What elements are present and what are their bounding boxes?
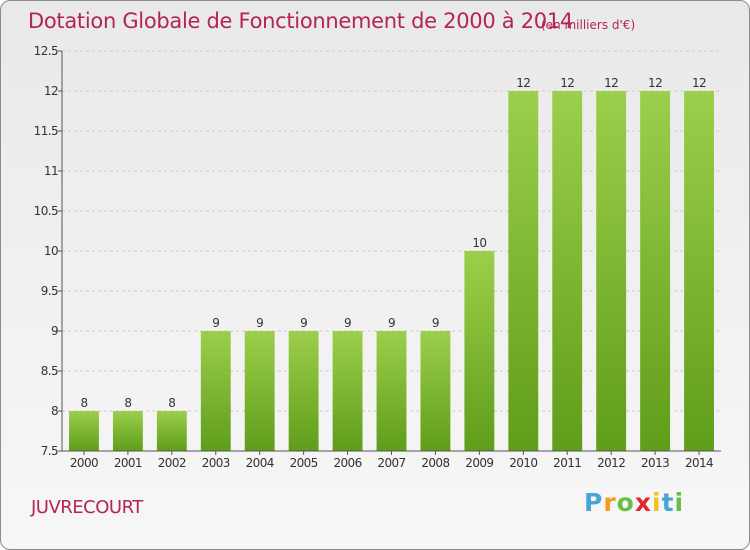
data-label: 8 [124, 396, 131, 410]
y-tick-label: 9 [51, 324, 58, 338]
x-tick-label: 2004 [246, 456, 274, 470]
bar [244, 331, 275, 451]
bar [332, 331, 363, 451]
data-label: 12 [560, 76, 574, 90]
x-tick-label: 2013 [641, 456, 669, 470]
data-label: 9 [388, 316, 395, 330]
bar [156, 411, 187, 451]
y-tick-label: 10 [44, 244, 58, 258]
x-tick-label: 2008 [421, 456, 449, 470]
y-tick-label: 9.5 [41, 284, 58, 298]
data-label: 9 [300, 316, 307, 330]
bar [420, 331, 451, 451]
y-tick-label: 8.5 [41, 364, 58, 378]
bar [464, 251, 495, 451]
x-tick-label: 2007 [377, 456, 405, 470]
data-label: 10 [472, 236, 486, 250]
data-label: 12 [516, 76, 530, 90]
bar [112, 411, 143, 451]
bars [69, 91, 714, 451]
x-tick-label: 2010 [509, 456, 537, 470]
bar [508, 91, 539, 451]
axes [58, 50, 721, 455]
bar [288, 331, 319, 451]
chart-unit: (en milliers d'€) [541, 18, 636, 32]
x-tick-label: 2006 [333, 456, 361, 470]
x-tick-label: 2009 [465, 456, 493, 470]
data-label: 12 [604, 76, 618, 90]
y-tick-label: 10.5 [34, 204, 58, 218]
x-tick-label: 2005 [290, 456, 318, 470]
data-label: 9 [432, 316, 439, 330]
bar [200, 331, 231, 451]
data-label: 9 [344, 316, 351, 330]
x-tick-label: 2003 [202, 456, 230, 470]
x-tick-label: 2000 [70, 456, 98, 470]
data-label: 9 [212, 316, 219, 330]
bar [684, 91, 714, 451]
proxiti-logo: Proxiti [584, 488, 684, 517]
y-tick-label: 8 [51, 404, 58, 418]
y-tick-label: 12.5 [34, 44, 58, 58]
x-tick-label: 2014 [685, 456, 713, 470]
bar [552, 91, 583, 451]
data-label: 9 [256, 316, 263, 330]
logo-letter: x [634, 488, 652, 517]
data-label: 8 [168, 396, 175, 410]
y-tick-label: 12 [44, 84, 58, 98]
x-tick-label: 2011 [553, 456, 581, 470]
data-label: 8 [80, 396, 87, 410]
chart-title: Dotation Globale de Fonctionnement de 20… [28, 9, 573, 33]
data-label: 12 [648, 76, 662, 90]
commune-name: JUVRECOURT [31, 497, 143, 518]
bar [640, 91, 671, 451]
y-tick-label: 11 [44, 164, 58, 178]
logo-letter: i [674, 488, 685, 517]
x-tick-label: 2002 [158, 456, 186, 470]
bar [69, 411, 99, 451]
logo-letter: P [584, 488, 604, 517]
x-tick-label: 2001 [114, 456, 142, 470]
logo-letter: r [603, 488, 617, 517]
data-label: 12 [692, 76, 706, 90]
logo-letter: t [661, 488, 675, 517]
logo-letter: i [652, 488, 662, 517]
x-tick-label: 2012 [597, 456, 625, 470]
labels: 7.5 8 8.5 9 9.5 10 10.5 11 11.5 12 12.5 8 2000 8 2001 8… [34, 44, 714, 470]
y-tick-label: 11.5 [34, 124, 58, 138]
bar [596, 91, 627, 451]
logo-letter: o [616, 488, 635, 517]
y-tick-label: 7.5 [41, 444, 58, 458]
bar [376, 331, 407, 451]
